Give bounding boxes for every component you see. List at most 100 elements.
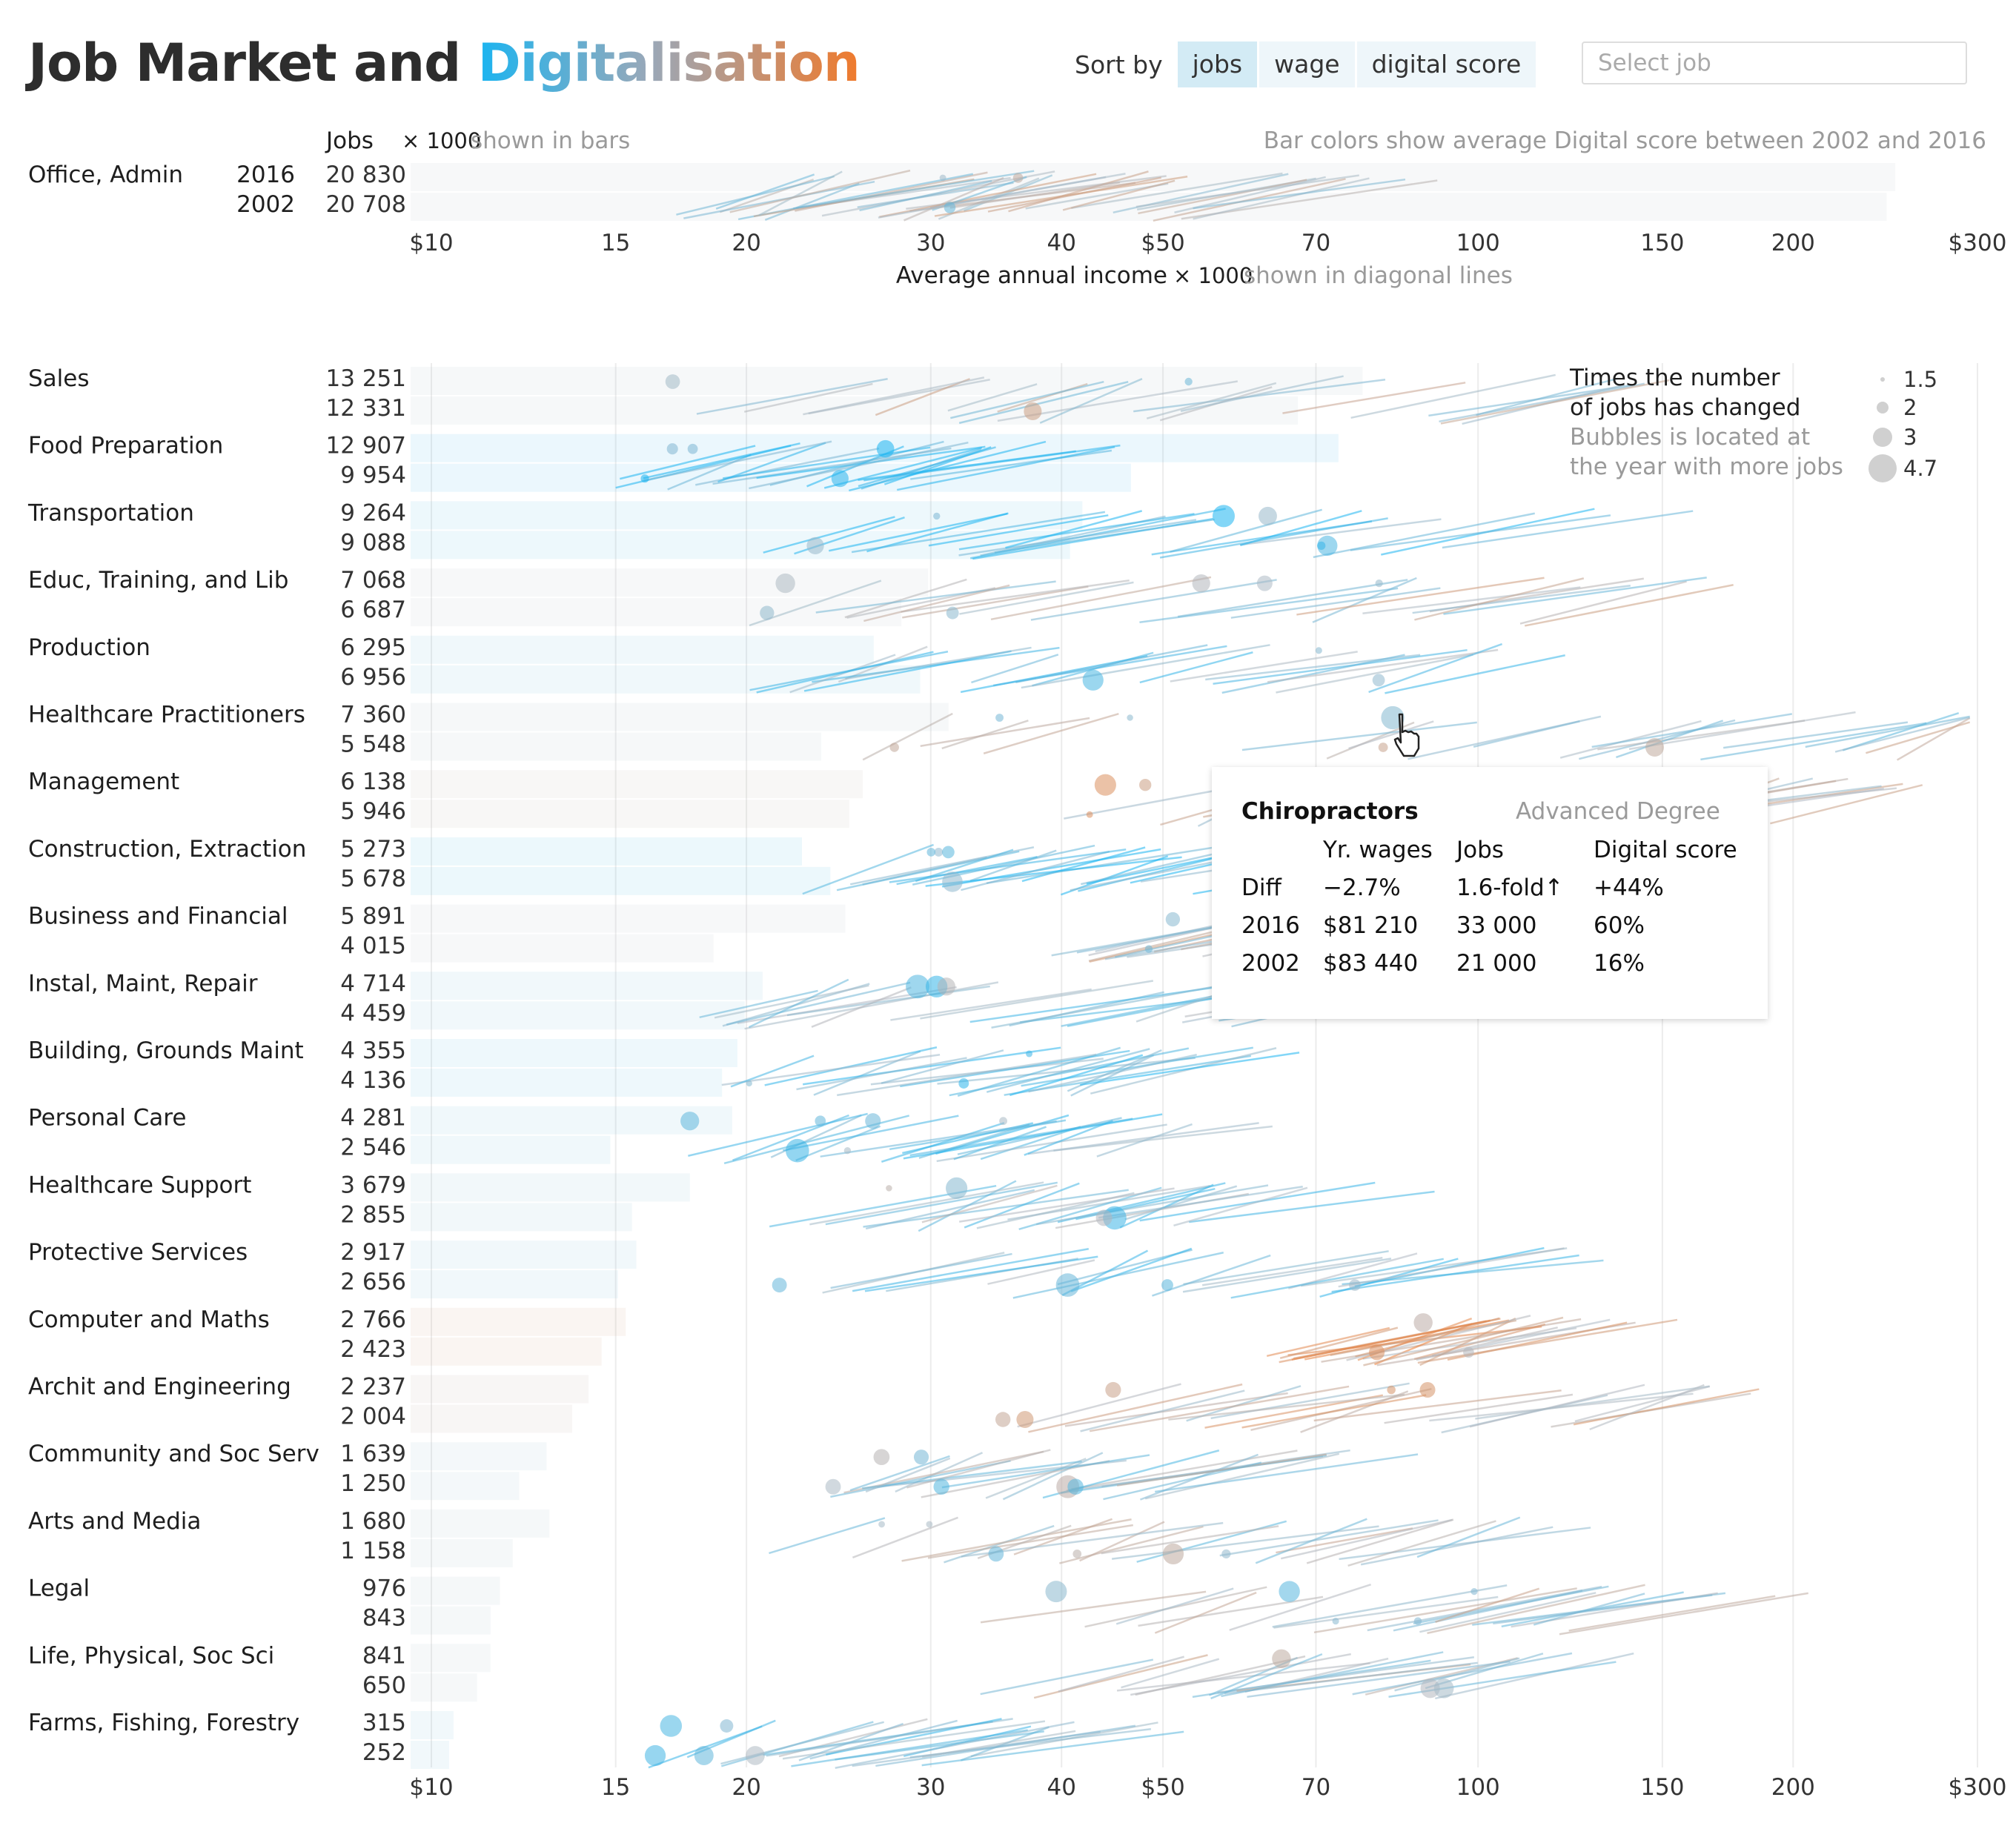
income-trend-line: [699, 989, 818, 1019]
select-job-input[interactable]: Select job: [1582, 41, 1967, 84]
income-trend-line: [1368, 642, 1503, 694]
income-trend-line: [961, 850, 1110, 891]
income-trend-line: [1062, 179, 1176, 211]
jobs-2002-value: 20 708: [326, 191, 406, 218]
income-trend-line: [1435, 1652, 1634, 1700]
tooltip-row-digital: 16%: [1594, 950, 1645, 977]
tooltip-education: Advanced Degree: [1516, 798, 1720, 825]
income-trend-line: [726, 981, 911, 1026]
income-trend-line: [1071, 172, 1283, 209]
jobs-2002-value: 5 946: [340, 798, 406, 825]
change-bubble: [1420, 1678, 1440, 1699]
change-bubble: [942, 871, 963, 892]
bar-2016: [411, 1644, 491, 1673]
income-trend-line: [1080, 1052, 1300, 1086]
category-label: Farms, Fishing, Forestry: [28, 1710, 299, 1736]
income-trend-line: [883, 446, 992, 485]
income-trend-line: [721, 1054, 941, 1086]
change-bubble: [843, 1147, 852, 1155]
category-label: Legal: [28, 1575, 90, 1602]
income-trend-line: [857, 182, 1014, 208]
x-tick-label-top: 200: [1771, 230, 1815, 256]
jobs-2016-value: 5 891: [340, 903, 406, 930]
income-trend-line: [815, 580, 1056, 614]
bar-2002: [411, 1337, 602, 1366]
income-trend-line: [813, 1050, 921, 1096]
income-trend-line: [1347, 1520, 1496, 1567]
income-trend-line: [1177, 579, 1408, 618]
income-trend-line: [835, 1721, 1075, 1769]
change-bubble: [937, 977, 955, 996]
change-bubble: [926, 848, 936, 857]
change-bubble: [873, 1449, 890, 1466]
income-trend-line: [1394, 1657, 1520, 1692]
income-trend-line: [947, 383, 1038, 412]
legend-size-label: 1.5: [1903, 367, 1937, 392]
income-trend-line: [1138, 1595, 1324, 1627]
income-trend-line: [964, 1182, 1080, 1229]
income-trend-line: [1722, 721, 1909, 749]
income-trend-line: [993, 645, 1227, 687]
change-bubble: [1105, 1381, 1121, 1398]
tooltip-title: Chiropractors: [1241, 798, 1419, 825]
income-trend-line: [1101, 1525, 1279, 1555]
change-bubble: [942, 846, 955, 859]
sort-jobs-button[interactable]: jobs: [1177, 41, 1258, 87]
change-bubble: [806, 537, 824, 555]
x-tick-label-top: 100: [1456, 230, 1500, 256]
jobs-2002-value: 4 136: [340, 1067, 406, 1094]
jobs-2016-value: 2 237: [340, 1374, 406, 1401]
change-bubble: [1259, 506, 1277, 525]
change-bubble: [640, 474, 649, 483]
change-bubble: [995, 1412, 1011, 1427]
sort-digital-score-button[interactable]: digital score: [1356, 41, 1536, 87]
income-trend-line: [1435, 1587, 1540, 1623]
jobs-2002-value: 9 088: [340, 529, 406, 556]
income-trend-line: [1273, 1595, 1499, 1629]
jobs-2016-value: 315: [362, 1710, 406, 1736]
income-trend-line: [1144, 1452, 1340, 1500]
sort-wage-button[interactable]: wage: [1259, 41, 1355, 87]
income-trend-line: [1442, 510, 1694, 549]
change-bubble: [1375, 579, 1383, 588]
income-trend-line: [896, 856, 1038, 886]
bar-2016: [411, 1509, 550, 1538]
income-trend-line: [1362, 1327, 1577, 1360]
income-trend-line: [1363, 1316, 1564, 1367]
jobs-2002-value: 2 546: [340, 1135, 406, 1161]
income-trend-line: [1027, 1122, 1259, 1155]
change-bubble: [1387, 1385, 1396, 1395]
jobs-2016-value: 976: [362, 1575, 406, 1602]
legend-bubble: [1869, 454, 1897, 482]
income-trend-line: [1267, 648, 1499, 683]
income-trend-line: [859, 180, 992, 212]
category-label: Healthcare Support: [28, 1172, 251, 1198]
income-trend-line: [849, 1455, 950, 1492]
category-label: Management: [28, 768, 179, 795]
income-trend-line: [1805, 715, 1970, 748]
change-bubble: [1372, 674, 1385, 687]
change-bubble: [946, 1177, 968, 1200]
income-trend-line: [958, 519, 1197, 557]
income-trend-line: [1017, 1383, 1181, 1428]
jobs-2016-value: 7 360: [340, 702, 406, 728]
income-trend-line: [1224, 1661, 1478, 1695]
income-trend-line: [1519, 580, 1687, 625]
income-trend-line: [1116, 1453, 1327, 1487]
bar-2016: [411, 703, 949, 731]
income-trend-line: [1282, 382, 1466, 414]
bar-2002: [411, 934, 714, 963]
change-bubble: [772, 1278, 787, 1293]
x-tick-label-bottom: $300: [1949, 1774, 2007, 1801]
change-bubble: [906, 974, 930, 999]
change-bubble: [1012, 173, 1024, 183]
income-trend-line: [1124, 1185, 1238, 1221]
change-bubble: [944, 202, 956, 213]
change-bubble: [1127, 714, 1133, 721]
income-trend-line: [730, 1055, 815, 1088]
income-trend-line: [1419, 1317, 1516, 1367]
hand-cursor-icon: [1393, 713, 1420, 757]
income-trend-line: [732, 1114, 849, 1161]
income-trend-line: [729, 169, 911, 213]
jobs-2016-value: 1 680: [340, 1508, 406, 1535]
